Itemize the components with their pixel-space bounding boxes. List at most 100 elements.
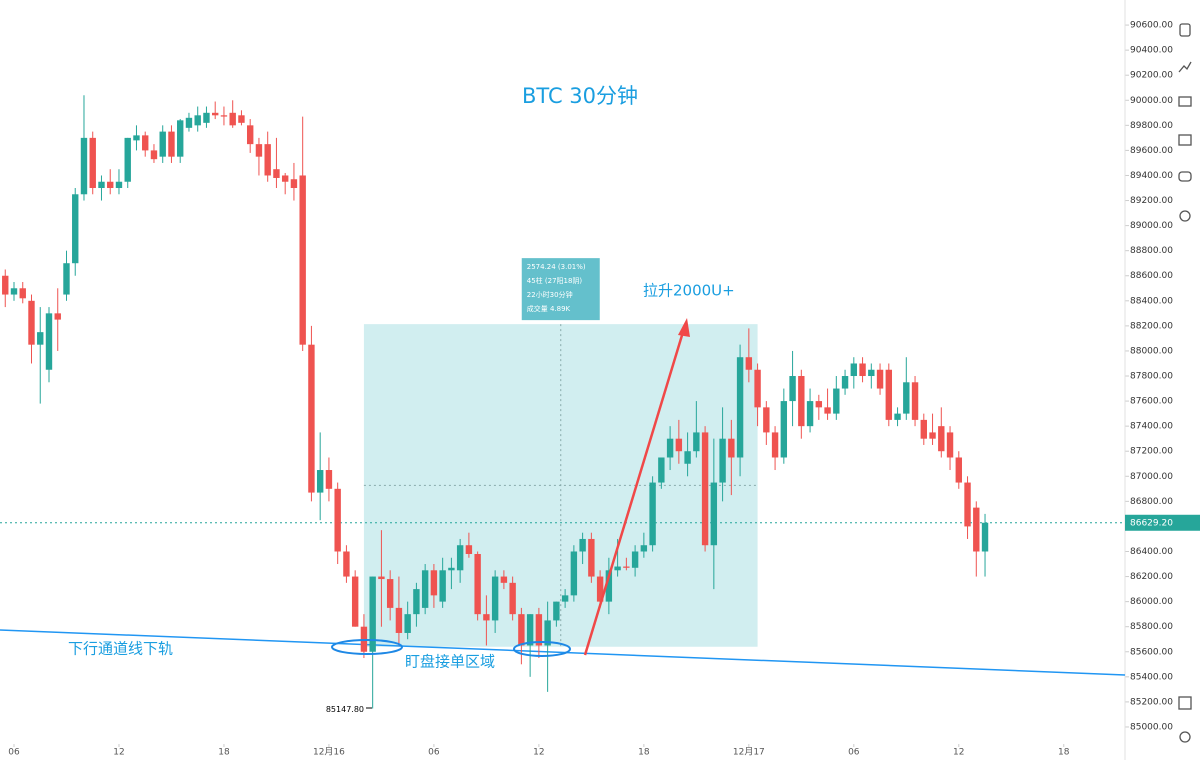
candle-body [623, 566, 630, 568]
measure-label: 45柱 (27阳18阴) [527, 276, 583, 285]
tool-icon[interactable] [1178, 61, 1192, 73]
candle-body [299, 175, 306, 345]
candle-body [456, 545, 464, 571]
candle-body [789, 376, 796, 402]
candle-body [133, 135, 140, 141]
candle-body [413, 589, 420, 615]
candle-body [212, 112, 219, 116]
candle-body [177, 120, 184, 157]
candle-body [684, 451, 691, 464]
candle-body [63, 263, 70, 295]
y-tick-label: 89800.00 [1130, 121, 1173, 131]
candle-body [798, 376, 805, 427]
candle-body [754, 369, 761, 408]
candle-body [649, 482, 656, 546]
candle-body [605, 570, 613, 602]
candle-body [2, 275, 9, 295]
candle-body [710, 482, 718, 546]
candle-body [421, 570, 429, 608]
y-tick-label: 85200.00 [1130, 697, 1173, 707]
highlight-ellipse [331, 639, 403, 655]
y-tick-label: 86400.00 [1130, 547, 1173, 557]
candle-body [491, 576, 499, 621]
y-tick-label: 88600.00 [1130, 271, 1173, 281]
candle-body [946, 432, 954, 458]
candle-body [238, 115, 245, 123]
y-tick-label: 86800.00 [1130, 497, 1173, 507]
measure-label-box [521, 258, 600, 321]
tool-icon[interactable] [1179, 23, 1191, 37]
y-tick-label: 87200.00 [1130, 447, 1173, 457]
y-tick-label: 87400.00 [1130, 422, 1173, 432]
tool-icon[interactable] [1178, 171, 1192, 182]
candle-body [920, 419, 927, 439]
y-tick-label: 90600.00 [1130, 21, 1173, 31]
candle-body [955, 457, 962, 483]
candle-body [771, 432, 779, 458]
candle-body [159, 131, 166, 157]
candle-body [45, 313, 53, 370]
candle-body [124, 137, 131, 182]
candle-body [168, 131, 175, 157]
candle-body [701, 432, 709, 546]
candle-body [658, 457, 665, 483]
tool-icon[interactable] [1178, 134, 1192, 146]
candle-body [745, 357, 753, 370]
y-tick-label: 87800.00 [1130, 372, 1173, 382]
x-tick-label: 12 [113, 748, 124, 758]
candle-body [859, 363, 866, 377]
y-tick-label: 90200.00 [1130, 71, 1173, 81]
candle-body [98, 181, 105, 189]
candle-body [815, 401, 823, 408]
candle-body [378, 576, 385, 580]
candle-body [142, 135, 149, 151]
y-tick-label: 87600.00 [1130, 397, 1173, 407]
candle-body [308, 344, 315, 493]
candle-body [474, 553, 481, 615]
overlay-top [331, 318, 690, 709]
price-badge-label: 86629.20 [1130, 518, 1173, 528]
y-tick-label: 88200.00 [1130, 321, 1173, 331]
x-tick-label: 12 [533, 748, 544, 758]
measure-label: 成交量 4.89K [527, 304, 571, 313]
y-tick-label: 85800.00 [1130, 622, 1173, 632]
y-tick-label: 88800.00 [1130, 246, 1173, 256]
y-tick-label: 86000.00 [1130, 597, 1173, 607]
tool-icon[interactable] [1179, 731, 1191, 743]
candle-body [719, 438, 726, 483]
tool-icon[interactable] [1178, 696, 1192, 710]
candle-body [229, 112, 236, 126]
candle-body [728, 438, 735, 458]
highlight-ellipse [513, 641, 571, 657]
candle-body [903, 382, 910, 414]
candle-body [868, 369, 875, 377]
candle-body [430, 570, 438, 596]
toolbar [1178, 23, 1192, 743]
candle-body [876, 369, 884, 389]
tool-icon[interactable] [1179, 210, 1191, 222]
candle-body [561, 595, 569, 602]
arrow-head [678, 318, 690, 337]
candle-body [911, 382, 919, 420]
y-tick-label: 85600.00 [1130, 647, 1173, 657]
candle-body [107, 181, 114, 189]
candle-body [264, 144, 271, 176]
candle-body [465, 545, 473, 554]
candle-body [203, 112, 210, 123]
candle-body [194, 115, 201, 126]
candle-body [518, 614, 525, 646]
candle-body [404, 614, 411, 633]
tool-icon[interactable] [1178, 96, 1192, 107]
candle-body [763, 407, 770, 433]
candle-body [343, 551, 350, 577]
candle-body [89, 137, 96, 189]
candle-body [850, 363, 858, 377]
candle-body [500, 576, 508, 583]
candle-body [28, 300, 35, 345]
candle-body [894, 413, 901, 420]
low-marker: 85147.80 [326, 705, 364, 714]
annotation: 盯盘接单区域 [405, 653, 495, 671]
candle-body [185, 117, 193, 128]
